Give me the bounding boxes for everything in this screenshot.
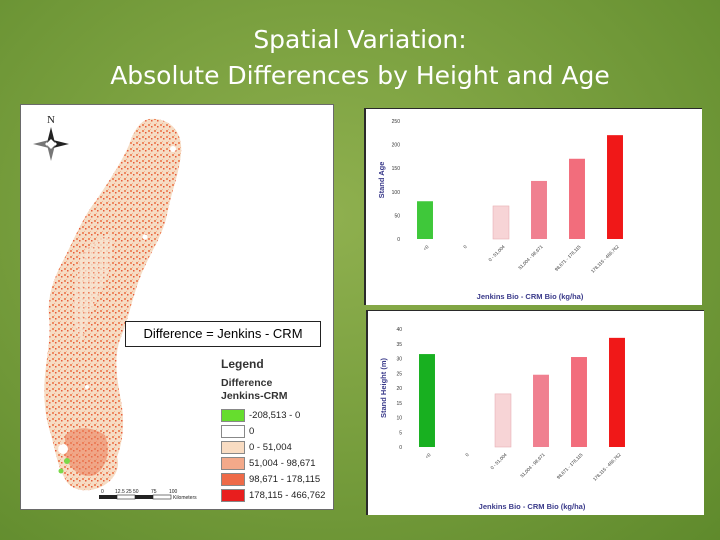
north-arrow-icon: N xyxy=(33,114,69,161)
x-tick-label: 0 - 51,004 xyxy=(488,244,506,262)
bar xyxy=(419,354,435,447)
x-axis-label: Jenkins Bio - CRM Bio (kg/ha) xyxy=(477,292,584,301)
bar xyxy=(571,357,587,447)
legend-item: 178,115 - 466,762 xyxy=(221,487,327,503)
stand-age-chart-panel: 0 50 100 150 200 250 Stand Age <0 0 0 - 51,004 51,… xyxy=(364,108,702,305)
y-tick-label: 10 xyxy=(396,416,402,422)
y-tick-label: 35 xyxy=(396,342,402,348)
map-legend: Legend Difference Jenkins-CRM -208,513 -… xyxy=(221,357,327,503)
difference-formula-label: Difference = Jenkins - CRM xyxy=(125,321,321,347)
x-tick-label: 0 xyxy=(464,452,470,458)
legend-label: 0 xyxy=(249,425,255,437)
x-tick-label: 0 - 51,004 xyxy=(490,452,508,470)
map-panel: N 0 xyxy=(20,104,334,510)
y-tick-label: 50 xyxy=(394,213,400,219)
x-tick-label: 0 xyxy=(462,244,468,250)
bar xyxy=(609,337,625,447)
legend-subtitle: Difference xyxy=(221,377,273,389)
y-tick-label: 40 xyxy=(396,327,402,333)
legend-label: 0 - 51,004 xyxy=(249,441,292,453)
legend-swatch xyxy=(221,424,245,438)
y-tick-label: 0 xyxy=(399,445,402,451)
y-tick-label: 200 xyxy=(392,143,401,149)
legend-label: 98,671 - 178,115 xyxy=(249,473,321,485)
stand-height-bar-chart: 0 5 10 15 20 25 30 35 40 Stand Height (m) <0 0 0 - 5… xyxy=(379,327,625,511)
x-tick-label: 178,115 - 466,762 xyxy=(592,452,622,482)
x-tick-label: <0 xyxy=(424,452,432,460)
x-tick-label: 98,671 - 178,115 xyxy=(554,244,582,272)
bar xyxy=(533,374,549,447)
legend-title: Legend xyxy=(221,357,264,371)
scale-unit: Kilometers xyxy=(173,495,197,501)
legend-label: 178,115 - 466,762 xyxy=(249,489,326,501)
scale-bar: 0 12.5 25 50 75 100 Kilometers xyxy=(99,489,197,501)
y-tick-label: 20 xyxy=(396,386,402,392)
x-tick-label: 178,115 - 466,762 xyxy=(590,244,620,274)
stand-age-bar-chart: 0 50 100 150 200 250 Stand Age <0 0 0 - 51,004 51,… xyxy=(377,119,623,301)
legend-subtitle: Jenkins-CRM xyxy=(221,390,288,402)
bar xyxy=(492,205,510,240)
y-tick-label: 15 xyxy=(396,401,402,407)
legend-swatch xyxy=(221,456,245,470)
y-axis-label: Stand Age xyxy=(377,162,386,199)
legend-item: 0 - 51,004 xyxy=(221,439,327,455)
y-tick-label: 30 xyxy=(396,357,402,363)
scale-tick: 75 xyxy=(151,489,157,495)
legend-item: 51,004 - 98,671 xyxy=(221,455,327,471)
bar xyxy=(417,201,433,239)
slide-title-line2: Absolute Differences by Height and Age xyxy=(110,61,610,90)
scale-tick: 50 xyxy=(133,489,139,495)
biomass-difference-map: N 0 xyxy=(33,114,197,501)
y-tick-label: 0 xyxy=(397,237,400,243)
x-tick-label: 98,671 - 178,115 xyxy=(556,452,584,480)
legend-swatch xyxy=(221,440,245,454)
x-tick-label: 51,004 - 98,671 xyxy=(517,244,544,271)
scale-tick: 0 xyxy=(101,489,104,495)
legend-label: -208,513 - 0 xyxy=(249,409,301,421)
slide-title: Spatial Variation: Absolute Differences … xyxy=(0,22,720,94)
stand-height-chart-panel: 0 5 10 15 20 25 30 35 40 Stand Height (m) <0 0 0 - 5… xyxy=(366,310,704,515)
x-tick-label: <0 xyxy=(422,244,430,252)
bar xyxy=(569,158,585,239)
bar xyxy=(607,135,623,239)
slide-title-line1: Spatial Variation: xyxy=(253,25,467,54)
legend-swatch xyxy=(221,408,245,422)
map-region xyxy=(44,118,182,491)
bar xyxy=(531,180,547,239)
y-tick-label: 5 xyxy=(399,430,402,436)
x-tick-label: 51,004 - 98,671 xyxy=(519,452,546,479)
y-tick-label: 150 xyxy=(392,166,401,172)
scale-tick: 12.5 25 xyxy=(115,489,132,495)
x-axis-label: Jenkins Bio - CRM Bio (kg/ha) xyxy=(479,502,586,511)
legend-swatch xyxy=(221,472,245,486)
bar xyxy=(494,393,512,448)
y-tick-label: 100 xyxy=(392,190,401,196)
y-tick-label: 250 xyxy=(392,119,401,125)
legend-label: 51,004 - 98,671 xyxy=(249,457,316,469)
y-axis-label: Stand Height (m) xyxy=(379,358,388,418)
legend-items: -208,513 - 0 0 0 - 51,004 51,004 - 98,671 98… xyxy=(221,407,327,503)
legend-swatch xyxy=(221,488,245,502)
scale-tick: 100 xyxy=(169,489,178,495)
legend-item: 98,671 - 178,115 xyxy=(221,471,327,487)
legend-item: -208,513 - 0 xyxy=(221,407,327,423)
y-tick-label: 25 xyxy=(396,371,402,377)
legend-item: 0 xyxy=(221,423,327,439)
north-label: N xyxy=(47,114,55,126)
